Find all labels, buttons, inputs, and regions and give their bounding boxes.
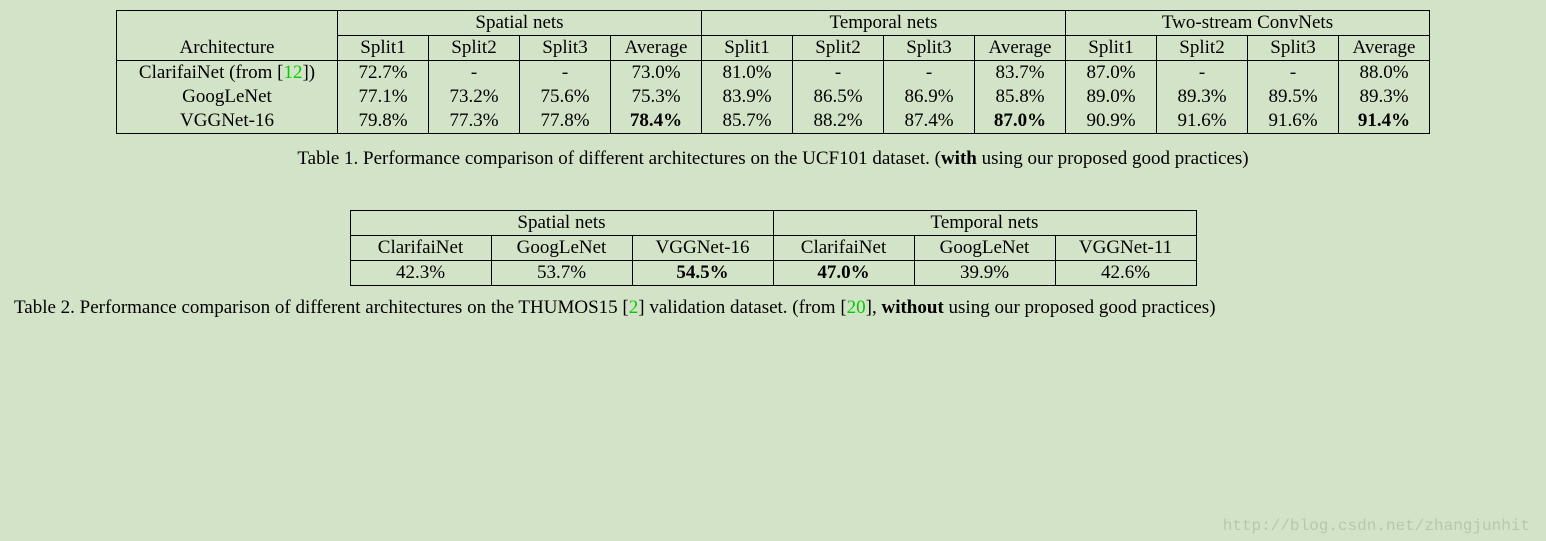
col-header: Split3	[884, 36, 975, 61]
citation-link[interactable]: 12	[283, 62, 302, 83]
col-header: Split1	[338, 36, 429, 61]
citation-link[interactable]: 2	[629, 297, 639, 318]
col-header: Split2	[1157, 36, 1248, 61]
cell: 87.0%	[975, 109, 1066, 134]
table-1-caption: Table 1. Performance comparison of diffe…	[14, 148, 1532, 170]
arch-label: GoogLeNet	[117, 85, 338, 109]
table-2-caption: Table 2. Performance comparison of diffe…	[14, 296, 1532, 320]
arch-label: ClarifaiNet (from [12])	[117, 61, 338, 86]
cell: 85.7%	[702, 109, 793, 134]
table-row: Spatial nets Temporal nets	[350, 211, 1196, 236]
col-header: Average	[611, 36, 702, 61]
cell: 90.9%	[1066, 109, 1157, 134]
table-row: Architecture Split1 Split2 Split3 Averag…	[117, 36, 1430, 61]
cell: 77.3%	[429, 109, 520, 134]
col-header: VGGNet-16	[632, 236, 773, 261]
cell: 42.6%	[1055, 261, 1196, 286]
cell: 91.6%	[1157, 109, 1248, 134]
col-header: Split3	[1248, 36, 1339, 61]
col-header: Split1	[1066, 36, 1157, 61]
col-header: ClarifaiNet	[350, 236, 491, 261]
cell: -	[520, 61, 611, 86]
table-row: 42.3% 53.7% 54.5% 47.0% 39.9% 42.6%	[350, 261, 1196, 286]
col-header: Average	[975, 36, 1066, 61]
col-header: VGGNet-11	[1055, 236, 1196, 261]
cell: 42.3%	[350, 261, 491, 286]
cell: 39.9%	[914, 261, 1055, 286]
citation-link[interactable]: 20	[847, 297, 866, 318]
cell: -	[429, 61, 520, 86]
cell: 77.8%	[520, 109, 611, 134]
cell: 87.0%	[1066, 61, 1157, 86]
cell: 91.6%	[1248, 109, 1339, 134]
cell: 72.7%	[338, 61, 429, 86]
cell: -	[884, 61, 975, 86]
cell: 83.7%	[975, 61, 1066, 86]
cell: 75.3%	[611, 85, 702, 109]
cell: 86.5%	[793, 85, 884, 109]
col-header: Average	[1339, 36, 1430, 61]
cell: 78.4%	[611, 109, 702, 134]
cell: 73.2%	[429, 85, 520, 109]
cell: 77.1%	[338, 85, 429, 109]
empty-cell	[117, 11, 338, 36]
cell: 89.3%	[1157, 85, 1248, 109]
table-row: ClarifaiNet GoogLeNet VGGNet-16 Clarifai…	[350, 236, 1196, 261]
col-header: Split2	[429, 36, 520, 61]
col-header: ClarifaiNet	[773, 236, 914, 261]
arch-label: VGGNet-16	[117, 109, 338, 134]
table-row: VGGNet-16 79.8% 77.3% 77.8% 78.4% 85.7% …	[117, 109, 1430, 134]
cell: -	[793, 61, 884, 86]
cell: 79.8%	[338, 109, 429, 134]
cell: 86.9%	[884, 85, 975, 109]
cell: 53.7%	[491, 261, 632, 286]
col-header: Split1	[702, 36, 793, 61]
cell: 73.0%	[611, 61, 702, 86]
table-row: Spatial nets Temporal nets Two-stream Co…	[117, 11, 1430, 36]
group-header-temporal: Temporal nets	[773, 211, 1196, 236]
cell: 81.0%	[702, 61, 793, 86]
cell: 87.4%	[884, 109, 975, 134]
cell: 54.5%	[632, 261, 773, 286]
col-header: GoogLeNet	[914, 236, 1055, 261]
table-1: Spatial nets Temporal nets Two-stream Co…	[116, 10, 1430, 134]
cell: 75.6%	[520, 85, 611, 109]
table-2: Spatial nets Temporal nets ClarifaiNet G…	[350, 210, 1197, 286]
table-row: GoogLeNet 77.1% 73.2% 75.6% 75.3% 83.9% …	[117, 85, 1430, 109]
cell: 47.0%	[773, 261, 914, 286]
cell: 83.9%	[702, 85, 793, 109]
col-header: Split3	[520, 36, 611, 61]
group-header-spatial: Spatial nets	[350, 211, 773, 236]
group-header-temporal: Temporal nets	[702, 11, 1066, 36]
cell: 89.5%	[1248, 85, 1339, 109]
table-row: ClarifaiNet (from [12]) 72.7% - - 73.0% …	[117, 61, 1430, 86]
group-header-twostream: Two-stream ConvNets	[1066, 11, 1430, 36]
cell: 89.3%	[1339, 85, 1430, 109]
cell: 91.4%	[1339, 109, 1430, 134]
cell: 88.0%	[1339, 61, 1430, 86]
header-architecture: Architecture	[117, 36, 338, 61]
cell: -	[1157, 61, 1248, 86]
group-header-spatial: Spatial nets	[338, 11, 702, 36]
col-header: GoogLeNet	[491, 236, 632, 261]
cell: 89.0%	[1066, 85, 1157, 109]
cell: 85.8%	[975, 85, 1066, 109]
watermark-text: http://blog.csdn.net/zhangjunhit	[1223, 517, 1530, 535]
cell: -	[1248, 61, 1339, 86]
cell: 88.2%	[793, 109, 884, 134]
col-header: Split2	[793, 36, 884, 61]
